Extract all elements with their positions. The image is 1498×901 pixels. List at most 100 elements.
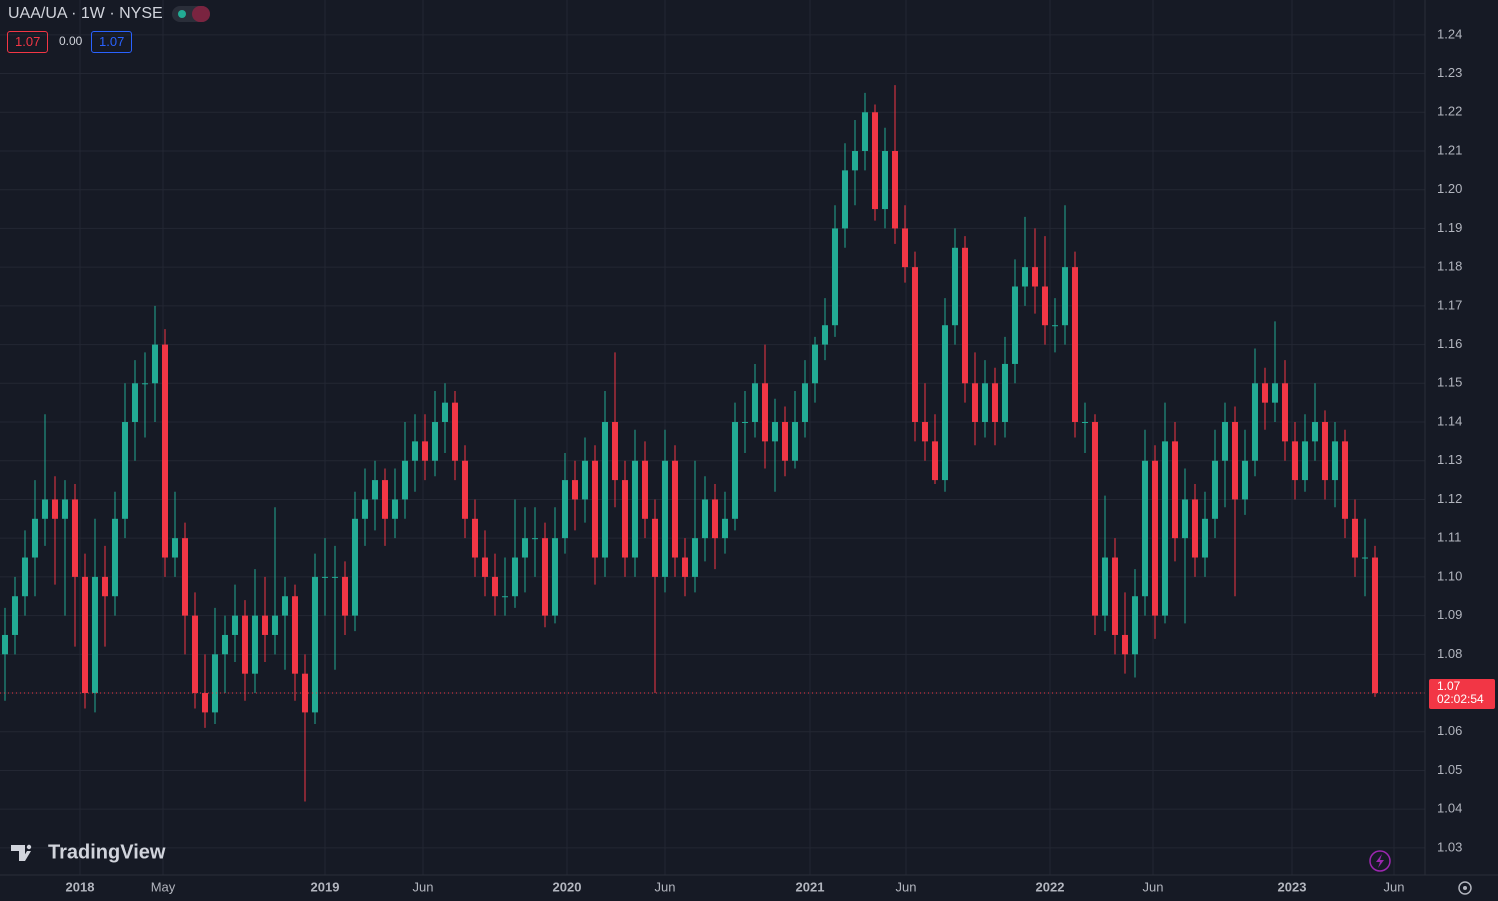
candle-body (1242, 460, 1248, 500)
candle (632, 429, 638, 577)
candle (932, 414, 938, 484)
candle (702, 476, 708, 562)
candle (332, 545, 338, 670)
candle (1142, 429, 1148, 616)
candle-body (932, 441, 938, 481)
candle (1372, 545, 1378, 697)
candle (802, 360, 808, 438)
candle (102, 545, 108, 647)
candle-body (1012, 286, 1018, 364)
candle (672, 445, 678, 577)
candle-body (1202, 518, 1208, 558)
candle-body (1142, 460, 1148, 597)
candle-body (1042, 286, 1048, 326)
candle-body (862, 112, 868, 151)
x-tick-label: May (151, 879, 176, 894)
candle (1262, 367, 1268, 430)
candle-body (1052, 325, 1058, 327)
candle-body (32, 518, 38, 558)
candle (1332, 422, 1338, 508)
candle (322, 538, 328, 616)
lightning-button[interactable] (1369, 850, 1391, 872)
candle-body (442, 402, 448, 423)
candle-body (452, 402, 458, 461)
candle (392, 468, 398, 539)
settings-button[interactable] (1458, 881, 1472, 895)
candle (742, 391, 748, 453)
candle (452, 391, 458, 481)
candle (1182, 468, 1188, 624)
candle (1082, 402, 1088, 453)
candle (1322, 410, 1328, 500)
candle-body (852, 150, 858, 171)
candle (762, 344, 768, 469)
candle (42, 414, 48, 546)
candle-body (372, 480, 378, 500)
candle-body (1102, 557, 1108, 616)
candle-body (702, 499, 708, 539)
candle-body (1222, 422, 1228, 461)
candle (792, 391, 798, 469)
y-tick-label: 1.19 (1437, 220, 1462, 235)
candle-body (502, 596, 508, 598)
candle-body (462, 460, 468, 519)
candle (812, 336, 818, 403)
candle (1102, 495, 1108, 632)
candle (232, 584, 238, 663)
candle-body (332, 576, 338, 578)
candle (32, 480, 38, 597)
candle (242, 600, 248, 701)
candle-body (712, 499, 718, 539)
candle (572, 460, 578, 531)
candle-body (2, 634, 8, 655)
candle (1272, 321, 1278, 423)
candle (92, 518, 98, 713)
x-tick-label: Jun (655, 879, 676, 894)
status-badge[interactable] (172, 6, 210, 22)
candle-body (42, 499, 48, 519)
candle-body (12, 596, 18, 635)
candle (682, 538, 688, 597)
candle (222, 615, 228, 694)
candle (512, 499, 518, 608)
candle (922, 383, 928, 461)
candle-body (52, 499, 58, 519)
candle (342, 561, 348, 635)
candle (302, 654, 308, 802)
candle-body (312, 576, 318, 713)
candle-body (622, 480, 628, 558)
candle (1302, 414, 1308, 492)
candle (612, 352, 618, 508)
candle (312, 553, 318, 725)
legend-value: 1.07 (91, 31, 133, 53)
candle-body (1342, 441, 1348, 519)
candle-body (72, 499, 78, 577)
candle-body (802, 383, 808, 423)
candle-body (872, 112, 878, 210)
candle-body (1002, 363, 1008, 423)
candle-body (1372, 557, 1378, 694)
candle-body (1032, 267, 1038, 287)
y-tick-label: 1.03 (1437, 839, 1462, 854)
y-tick-label: 1.06 (1437, 723, 1462, 738)
candle (1052, 298, 1058, 353)
candle (272, 507, 278, 655)
candle-body (1362, 557, 1368, 559)
candle (942, 298, 948, 492)
candle-body (352, 518, 358, 616)
price-tag-value: 1.07 (1437, 679, 1461, 693)
candle (912, 251, 918, 442)
candle-body (922, 422, 928, 442)
candle (562, 452, 568, 554)
candle-body (842, 170, 848, 229)
candle (82, 553, 88, 709)
candle (882, 127, 888, 229)
candle-body (662, 460, 668, 577)
candle-body (382, 480, 388, 519)
legend-value: 0.00 (59, 34, 83, 48)
candle (1192, 483, 1198, 577)
candle-body (652, 518, 658, 577)
candle-body (522, 538, 528, 558)
